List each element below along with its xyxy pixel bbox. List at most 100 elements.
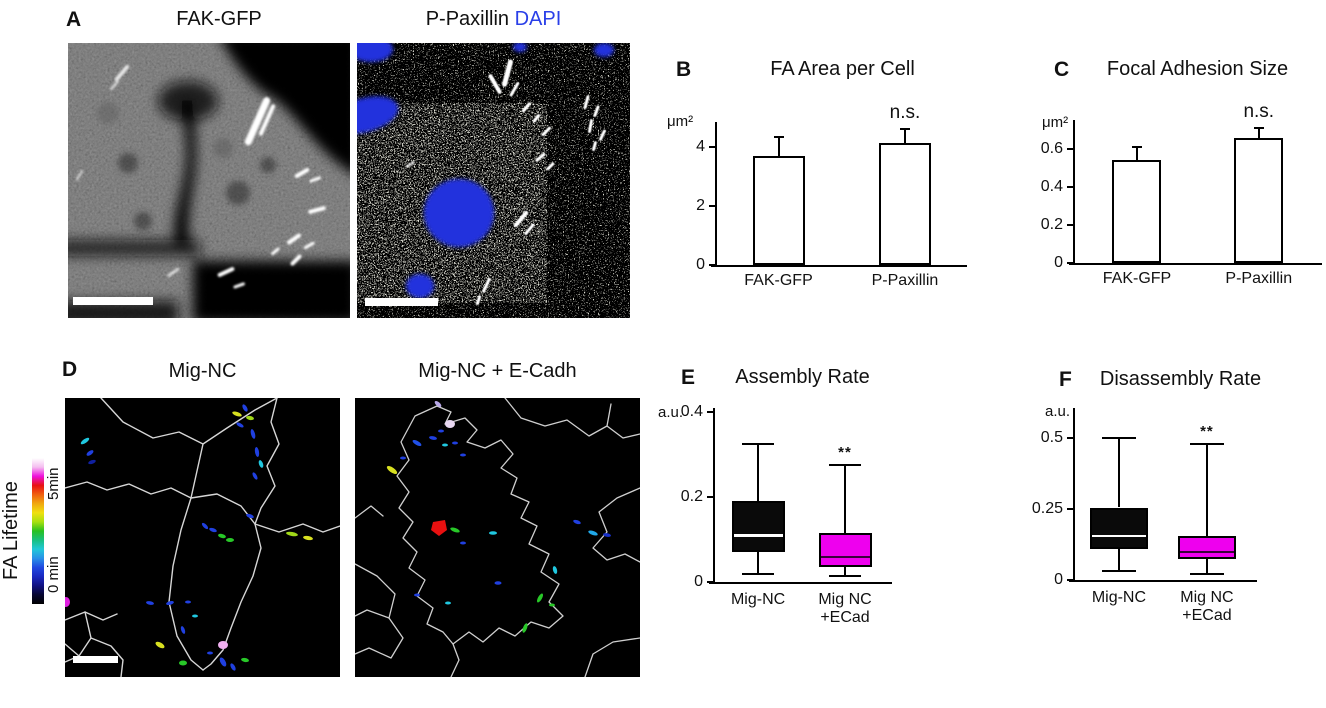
error-bar [1257, 127, 1260, 141]
whisker-cap [1189, 573, 1225, 576]
chart-e-title: Assembly Rate [735, 366, 870, 388]
mig-nc-title: Mig-NC [168, 360, 237, 382]
box-mig-nc [731, 501, 785, 553]
error-bar [1135, 146, 1138, 163]
dapi-title-part: DAPI [514, 8, 562, 30]
error-bar-cap [899, 128, 910, 131]
colorbar-bottom-label: 0 min [45, 556, 62, 594]
error-bar [777, 136, 780, 158]
box-mig-nc [1089, 507, 1148, 549]
fa-lifetime-colorbar [32, 458, 44, 604]
bar-p-paxillin [1234, 138, 1284, 263]
y-tick-mark [1067, 223, 1073, 226]
whisker-cap [1101, 570, 1137, 573]
category-label: P-Paxillin [871, 272, 939, 289]
whisker-lower [757, 552, 760, 574]
chart-f-title: Disassembly Rate [1099, 368, 1262, 390]
colorbar-top-label: 5min [45, 467, 62, 501]
chart-c-title: Focal Adhesion Size [1106, 58, 1289, 80]
scale-bar [73, 656, 118, 663]
scale-bar [365, 298, 438, 306]
error-bar [903, 129, 906, 145]
y-tick-label: 0 [696, 256, 705, 273]
y-tick-mark [709, 205, 715, 208]
y-tick-mark [1067, 185, 1073, 188]
whisker-lower [1117, 548, 1120, 572]
y-axis [1073, 408, 1075, 582]
significance-label: n.s. [889, 102, 921, 124]
whisker-upper [1117, 437, 1120, 508]
category-label: Mig NC +ECad [818, 591, 872, 626]
y-tick-mark [1067, 147, 1073, 150]
y-axis [715, 122, 717, 267]
y-tick-mark [1067, 579, 1073, 581]
y-tick-label: 0.4 [680, 403, 703, 421]
y-tick-mark [1067, 262, 1073, 264]
whisker-lower [1205, 558, 1208, 575]
mig-nc-ecadh-title: Mig-NC + E-Cadh [418, 360, 577, 382]
whisker-cap [1189, 442, 1225, 445]
fa-lifetime-axis-label: FA Lifetime [0, 481, 22, 581]
significance-label: ** [1200, 422, 1214, 440]
y-tick-label: 0 [1054, 571, 1063, 588]
y-tick-mark [707, 581, 713, 583]
y-tick-mark [707, 411, 713, 414]
category-label: Mig-NC [1091, 589, 1147, 606]
panel-d-label: D [62, 358, 78, 381]
whisker-cap [1101, 436, 1137, 439]
x-axis [1069, 580, 1257, 582]
whisker-upper [1205, 443, 1208, 536]
y-axis [1073, 120, 1075, 265]
y-tick-label: 0.2 [680, 488, 703, 506]
x-axis [709, 582, 892, 584]
x-axis [1069, 263, 1322, 265]
chart-e-plot: a.u. 0 0.2 0.4 Mig-NC Mig NC +ECad ** [658, 403, 892, 626]
bar-p-paxillin [878, 142, 931, 265]
p-paxillin-title-part: P-Paxillin [425, 8, 510, 30]
chart-b-plot: μm² 0 2 4 FAK-GFP P-Paxillin n.s. [667, 102, 967, 289]
chart-e-panel-label: E [681, 366, 696, 389]
mig-nc-ecadh-image [355, 398, 640, 677]
median-line [1091, 534, 1146, 538]
y-axis-label: μm² [667, 113, 694, 130]
y-tick-label: 0.25 [1031, 499, 1063, 517]
median-line [820, 555, 870, 559]
whisker-upper [757, 444, 760, 502]
error-bar-cap [1131, 145, 1142, 148]
p-paxillin-image [357, 43, 630, 318]
error-bar-cap [773, 135, 784, 138]
whisker-cap [829, 464, 861, 467]
fak-gfp-title: FAK-GFP [176, 8, 262, 30]
whisker-upper [844, 465, 847, 534]
y-tick-label: 0.5 [1040, 428, 1063, 446]
y-tick-mark [707, 496, 713, 499]
panel-a-label: A [66, 8, 82, 31]
y-tick-label: 2 [696, 197, 705, 215]
p-paxillin-dapi-title: P-Paxillin DAPI [357, 8, 630, 31]
significance-label: n.s. [1243, 100, 1275, 122]
y-axis-label: a.u. [1045, 403, 1071, 420]
y-tick-label: 4 [696, 138, 705, 156]
y-tick-label: 0.6 [1040, 139, 1063, 157]
y-tick-label: 0 [1054, 254, 1063, 271]
bar-fak-gfp [1112, 160, 1162, 263]
y-tick-mark [1067, 436, 1073, 439]
chart-f-plot: a.u. 0 0.25 0.5 Mig-NC Mig NC +ECad ** [1032, 403, 1257, 624]
fak-gfp-image [68, 43, 350, 318]
y-tick-label: 0.4 [1040, 177, 1063, 195]
category-label: Mig-NC [730, 591, 786, 608]
chart-c-plot: μm² 0 0.2 0.4 0.6 FAK-GFP P-Paxillin n.s. [1041, 101, 1322, 287]
whisker-cap [742, 443, 774, 446]
y-tick-label: 0.2 [1040, 215, 1063, 233]
whisker-cap [829, 574, 861, 577]
scale-bar [73, 297, 153, 305]
chart-b-panel-label: B [676, 58, 692, 81]
box-mig-nc-ecad [818, 533, 872, 568]
y-axis-label: μm² [1042, 114, 1069, 131]
y-axis-label: a.u. [658, 404, 684, 421]
whisker-cap [742, 572, 774, 575]
y-axis [713, 408, 715, 584]
mig-nc-image [65, 398, 340, 677]
whisker-lower [844, 567, 847, 576]
